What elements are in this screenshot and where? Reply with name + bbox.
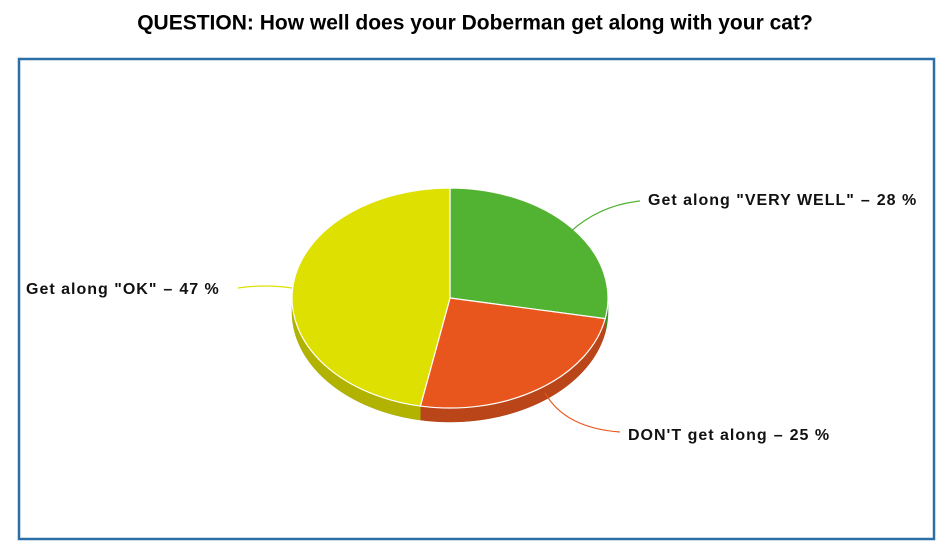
label-value: 47 % <box>179 281 219 298</box>
pie-slice <box>449 187 609 320</box>
label-separator: – <box>163 281 173 298</box>
chart-title: QUESTION: How well does your Doberman ge… <box>137 12 813 35</box>
slice-label: Get along "OK" –47 % <box>26 281 220 298</box>
label-separator: – <box>861 192 871 209</box>
slice-label: Get along "VERY WELL" –28 % <box>648 192 917 209</box>
label-separator: – <box>774 427 784 444</box>
pie-slice <box>419 297 606 409</box>
leader-line <box>569 200 641 233</box>
label-value: 25 % <box>790 427 830 444</box>
label-category: Get along "OK" <box>26 281 157 298</box>
leader-line <box>237 285 293 289</box>
label-category: Get along "VERY WELL" <box>648 192 855 209</box>
label-category: DON'T get along <box>628 427 768 444</box>
slice-label: DON'T get along –25 % <box>628 427 830 444</box>
pie-slice <box>291 187 451 407</box>
leader-line <box>544 392 621 433</box>
label-value: 28 % <box>877 192 917 209</box>
